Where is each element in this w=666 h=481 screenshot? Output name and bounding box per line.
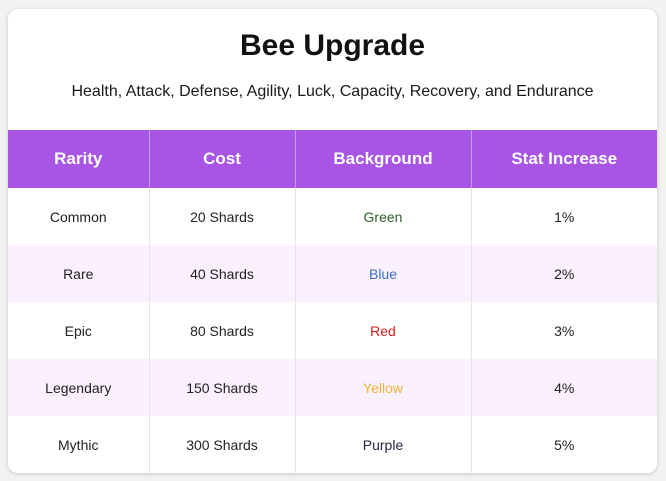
background-cell: Blue bbox=[295, 245, 472, 302]
background-cell: Red bbox=[295, 302, 472, 359]
stat-increase-cell: 5% bbox=[471, 416, 657, 473]
rarity-cell: Mythic bbox=[8, 416, 150, 473]
background-cell: Green bbox=[295, 188, 472, 245]
cost-cell: 300 Shards bbox=[149, 416, 296, 473]
cost-cell: 20 Shards bbox=[149, 188, 296, 245]
background-cell: Yellow bbox=[295, 359, 472, 416]
upgrade-card: Bee Upgrade Health, Attack, Defense, Agi… bbox=[8, 9, 657, 473]
table-row: Common 20 Shards Green 1% bbox=[8, 188, 657, 245]
cost-cell: 40 Shards bbox=[149, 245, 296, 302]
cost-cell: 80 Shards bbox=[149, 302, 296, 359]
stat-increase-cell: 1% bbox=[471, 188, 657, 245]
table-row: Epic 80 Shards Red 3% bbox=[8, 302, 657, 359]
header-stat-increase: Stat Increase bbox=[471, 130, 657, 188]
table-row: Rare 40 Shards Blue 2% bbox=[8, 245, 657, 302]
rarity-cell: Epic bbox=[8, 302, 150, 359]
table-row: Legendary 150 Shards Yellow 4% bbox=[8, 359, 657, 416]
stat-increase-cell: 2% bbox=[471, 245, 657, 302]
table-row: Mythic 300 Shards Purple 5% bbox=[8, 416, 657, 473]
stat-increase-cell: 3% bbox=[471, 302, 657, 359]
page-title: Bee Upgrade bbox=[239, 29, 426, 62]
upgrade-table: Rarity Cost Background Stat Increase Com… bbox=[8, 130, 657, 473]
stat-increase-cell: 4% bbox=[471, 359, 657, 416]
rarity-cell: Rare bbox=[8, 245, 150, 302]
header-rarity: Rarity bbox=[8, 130, 150, 188]
page-subtitle: Health, Attack, Defense, Agility, Luck, … bbox=[71, 83, 594, 100]
cost-cell: 150 Shards bbox=[149, 359, 296, 416]
background-cell: Purple bbox=[295, 416, 472, 473]
header-background: Background bbox=[295, 130, 472, 188]
rarity-cell: Legendary bbox=[8, 359, 150, 416]
rarity-cell: Common bbox=[8, 188, 150, 245]
table-header-row: Rarity Cost Background Stat Increase bbox=[8, 130, 657, 188]
header-cost: Cost bbox=[149, 130, 296, 188]
